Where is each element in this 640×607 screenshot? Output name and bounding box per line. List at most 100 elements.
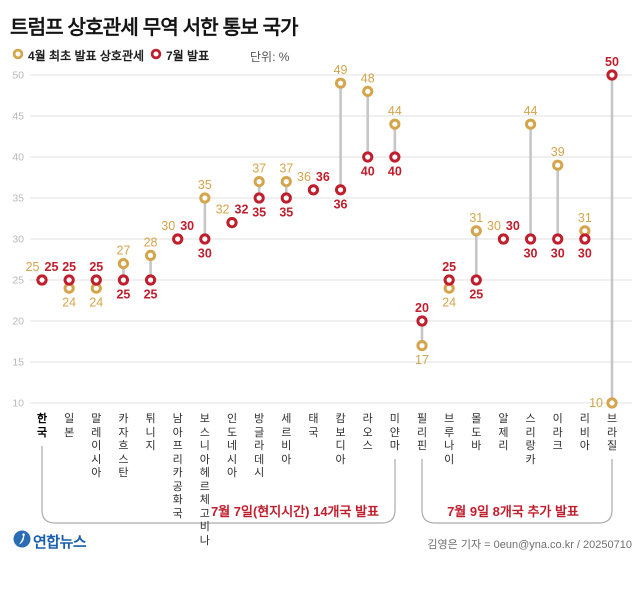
country-label: 남 아 프 리 카 공 화 국	[172, 413, 183, 520]
april-marker	[334, 77, 347, 89]
credit-line: 김영은 기자 = 0eun@yna.co.kr / 20250710	[427, 539, 632, 551]
value-label-july: 30	[180, 219, 194, 233]
april-marker	[172, 233, 184, 245]
value-label-april: 10	[589, 396, 603, 410]
value-label-april: 24	[62, 296, 76, 310]
y-tick-label: 15	[12, 357, 24, 369]
value-label-april: 24	[89, 296, 103, 310]
value-label-july: 30	[551, 247, 565, 261]
july-marker	[443, 274, 455, 286]
group2-annotation: 7월 9일 8개국 추가 발표	[447, 504, 579, 519]
y-tick-label: 30	[12, 234, 24, 246]
value-label-july: 25	[442, 260, 456, 274]
july-marker	[117, 274, 130, 286]
april-marker	[416, 340, 428, 352]
april-marker	[524, 118, 537, 130]
april-marker	[579, 225, 591, 237]
april-marker	[552, 159, 564, 171]
july-marker	[497, 233, 510, 245]
value-label-july: 25	[89, 260, 103, 274]
country-label: 브 라 질	[606, 413, 618, 452]
july-marker	[199, 233, 211, 245]
value-label-july: 35	[252, 206, 266, 220]
value-label-april: 30	[161, 219, 175, 233]
country-label: 카 자 흐 스 탄	[118, 413, 129, 479]
april-legend-label: 4월 최초 발표 상호관세	[28, 49, 145, 63]
july-marker	[307, 184, 320, 196]
page-title: 트럼프 상호관세 무역 서한 통보 국가	[10, 17, 299, 39]
april-marker	[36, 274, 48, 286]
value-label-april: 37	[252, 162, 266, 176]
july-marker	[226, 217, 238, 229]
country-label: 스 리 랑 카	[525, 413, 536, 466]
july-marker	[36, 274, 48, 286]
value-label-july: 36	[316, 170, 330, 184]
value-label-july: 35	[279, 206, 293, 220]
july-legend-icon	[150, 48, 162, 60]
value-label-april: 49	[334, 63, 348, 77]
country-label: 리 비 아	[579, 413, 590, 452]
april-marker	[606, 397, 618, 409]
value-label-july: 25	[62, 260, 76, 274]
july-marker	[579, 233, 591, 245]
value-label-april: 31	[469, 211, 483, 225]
july-marker	[470, 274, 482, 286]
value-label-july: 25	[144, 288, 158, 302]
july-marker	[552, 233, 564, 245]
country-label: 미 얀 마	[389, 413, 400, 452]
value-label-july: 30	[506, 219, 520, 233]
july-marker	[362, 151, 374, 163]
country-label: 태 국	[308, 413, 319, 439]
country-label: 방 글 라 데 시	[254, 413, 265, 479]
value-label-april: 30	[487, 219, 501, 233]
april-marker	[63, 282, 75, 294]
y-tick-label: 20	[12, 316, 24, 328]
july-marker	[389, 151, 401, 163]
value-label-july: 32	[235, 203, 249, 217]
april-marker	[280, 176, 292, 188]
april-marker	[307, 184, 320, 196]
april-legend-icon	[12, 48, 24, 60]
value-label-april: 27	[116, 244, 130, 258]
april-marker	[144, 249, 157, 261]
value-label-april: 48	[361, 71, 375, 85]
july-marker	[606, 69, 618, 81]
y-tick-label: 35	[12, 193, 24, 205]
y-tick-label: 40	[12, 152, 24, 164]
value-label-april: 36	[297, 170, 311, 184]
legend: 4월 최초 발표 상호관세 7월 발표 단위: %	[0, 46, 640, 64]
value-label-july: 30	[578, 247, 592, 261]
value-label-april: 31	[578, 211, 592, 225]
country-label: 브 루 나 이	[444, 413, 455, 466]
value-label-july: 40	[361, 165, 375, 179]
country-label: 이 라 크	[552, 413, 563, 452]
country-label: 캄 보 디 아	[335, 413, 346, 466]
y-tick-label: 50	[12, 70, 24, 82]
yonhap-logo-text: 연합뉴스	[33, 534, 87, 551]
country-label: 몰 도 바	[471, 413, 482, 452]
country-label: 보 스 니 아 헤 르 체 고 비 나	[199, 413, 210, 547]
july-legend-label: 7월 발표	[166, 49, 210, 63]
country-label: 말 레 이 시 아	[91, 413, 102, 479]
value-label-april: 39	[551, 145, 565, 159]
value-label-july: 40	[388, 165, 402, 179]
april-marker	[226, 217, 238, 229]
april-marker	[470, 225, 482, 237]
country-label: 한 국	[36, 413, 48, 439]
april-marker	[362, 85, 374, 98]
group1-annotation: 7월 7일(현지시간) 14개국 발표	[210, 504, 379, 519]
april-marker	[443, 282, 455, 294]
july-marker	[416, 315, 428, 327]
value-label-july: 20	[415, 301, 429, 315]
country-label: 알 제 리	[498, 413, 509, 452]
country-label: 튀 니 지	[145, 413, 156, 452]
value-label-april: 25	[26, 260, 40, 274]
value-label-april: 17	[415, 353, 429, 367]
july-marker	[90, 274, 102, 286]
value-label-july: 25	[469, 288, 483, 302]
april-marker	[389, 118, 401, 130]
y-tick-label: 25	[12, 275, 24, 287]
unit-label: 단위: %	[250, 50, 290, 64]
value-label-july: 30	[524, 247, 538, 261]
